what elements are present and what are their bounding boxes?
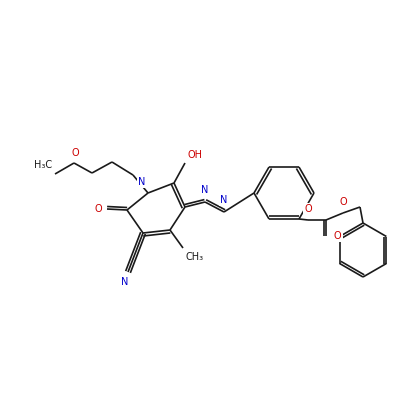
- Text: O: O: [71, 148, 79, 158]
- Text: CH₃: CH₃: [186, 252, 204, 262]
- Text: OH: OH: [187, 150, 202, 160]
- Text: O: O: [339, 197, 347, 207]
- Text: H₃C: H₃C: [34, 160, 52, 170]
- Text: N: N: [138, 177, 145, 187]
- Text: O: O: [304, 204, 312, 214]
- Text: N: N: [201, 185, 209, 195]
- Text: O: O: [334, 231, 342, 241]
- Text: N: N: [121, 277, 129, 287]
- Text: O: O: [94, 204, 102, 214]
- Text: N: N: [220, 195, 228, 205]
